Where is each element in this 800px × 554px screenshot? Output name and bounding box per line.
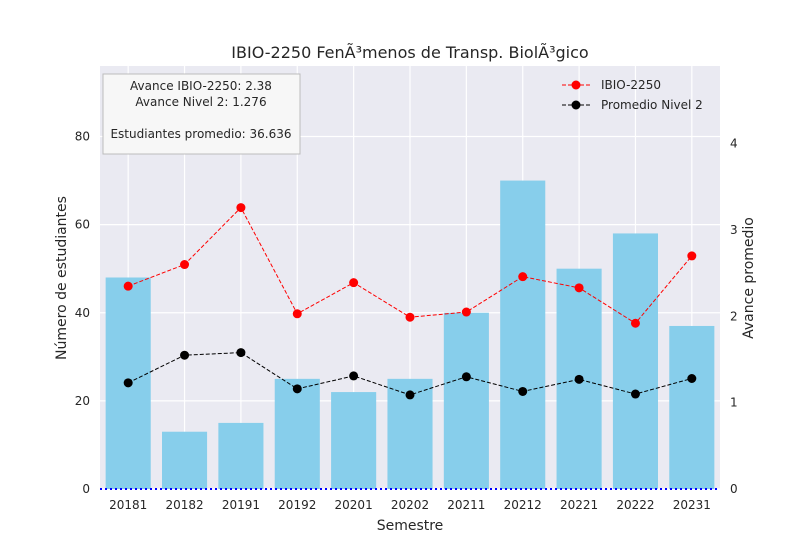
series-point-0 [180,260,190,270]
legend-label-0: IBIO-2250 [601,78,661,92]
bar [162,431,208,489]
bar [669,325,715,489]
legend-marker-1 [571,100,581,110]
y-tick-label-left: 40 [75,306,90,320]
bar [274,378,320,489]
series-point-1 [687,374,697,384]
series-point-0 [518,272,528,282]
series-point-1 [461,372,471,382]
series-point-0 [123,281,133,291]
bar [612,233,658,489]
x-tick-label: 20211 [447,498,485,512]
legend-label-1: Promedio Nivel 2 [601,98,703,112]
x-tick-label: 20182 [165,498,203,512]
x-tick-label: 20192 [278,498,316,512]
y-tick-label-right: 1 [730,396,738,410]
series-point-0 [630,318,640,328]
bar [331,392,377,489]
legend: IBIO-2250 Promedio Nivel 2 [562,78,703,112]
series-point-1 [292,384,302,394]
series-point-1 [236,348,246,358]
annotation-frame [102,73,301,155]
y-tick-label-right: 0 [730,482,738,496]
y-tick-label-left: 60 [75,218,90,232]
y-tick-label-right: 3 [730,223,738,237]
series-point-0 [349,278,359,288]
bar [500,180,546,489]
y-tick-label-left: 20 [75,394,90,408]
y-axis-label-left: Número de estudiantes [54,196,70,360]
chart-title: IBIO-2250 FenÃ³menos de Transp. BiolÃ³gi… [231,43,588,62]
x-tick-label: 20221 [560,498,598,512]
x-tick-label: 20191 [222,498,260,512]
series-point-1 [349,371,359,381]
series-point-1 [180,350,190,360]
series-point-1 [574,374,584,384]
legend-marker-0 [571,80,581,90]
x-tick-label: 20181 [109,498,147,512]
x-tick-label: 20202 [391,498,429,512]
x-tick-label: 20201 [335,498,373,512]
series-point-0 [687,251,697,261]
y-tick-label-left: 80 [75,130,90,144]
series-point-1 [405,390,415,400]
annotation-line: Estudiantes promedio: 36.636 [110,127,291,141]
annotation-line: Avance IBIO-2250: 2.38 [130,79,272,93]
x-tick-label: 20231 [673,498,711,512]
series-point-0 [574,283,584,293]
y-tick-label-right: 4 [730,137,738,151]
series-point-1 [630,389,640,399]
series-point-0 [292,309,302,319]
x-tick-label: 20222 [616,498,654,512]
annotation-line: Avance Nivel 2: 1.276 [135,95,266,109]
x-tick-label: 20212 [504,498,542,512]
series-point-0 [236,203,246,213]
bar [218,422,264,489]
bar [443,312,489,489]
series-point-1 [123,378,133,388]
y-axis-label-right: Avance promedio [741,217,757,339]
series-point-0 [405,312,415,322]
x-axis-label: Semestre [377,518,444,534]
annotation-box: Avance IBIO-2250: 2.38 Avance Nivel 2: 1.… [102,73,301,155]
series-point-1 [518,386,528,396]
y-tick-label-left: 0 [82,482,90,496]
y-tick-label-right: 2 [730,309,738,323]
series-point-0 [461,307,471,317]
